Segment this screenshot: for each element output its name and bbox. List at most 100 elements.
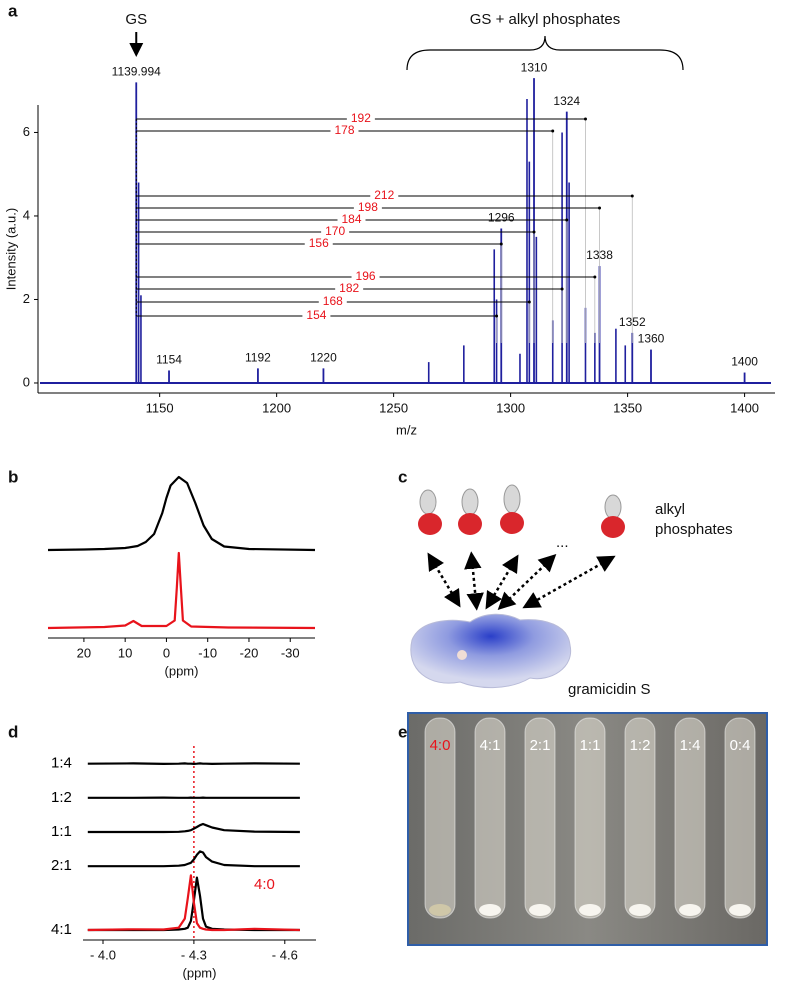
spectrum-line — [87, 850, 300, 868]
arrow — [485, 554, 519, 610]
x-axis-label: (ppm) — [183, 965, 217, 980]
difference-label-bg — [304, 237, 333, 251]
y-tick-label: 6 — [23, 124, 30, 139]
peak-label: 1360 — [638, 332, 665, 346]
arrow — [522, 555, 616, 609]
series-label: 1:1 — [51, 823, 72, 840]
series-label: 1:4 — [51, 755, 72, 772]
x-axis-label: (ppm) — [165, 663, 199, 678]
difference-label-bg — [318, 295, 347, 309]
spectrum-line — [47, 551, 316, 630]
protein — [410, 613, 572, 689]
molecule — [500, 484, 524, 534]
difference-label: 196 — [356, 269, 376, 283]
tube-pellet — [579, 904, 601, 916]
x-tick-label: 20 — [77, 645, 91, 660]
x-tick-label: -10 — [198, 645, 217, 660]
x-axis-label: m/z — [396, 422, 417, 437]
parent-label: GS — [125, 11, 147, 28]
difference-end — [499, 242, 503, 246]
peak-label: 1154 — [156, 353, 182, 367]
ligand-label: alkyl — [655, 501, 685, 518]
peak-label: 1324 — [553, 94, 580, 108]
difference-end — [593, 275, 597, 279]
x-tick-label: 0 — [163, 645, 170, 660]
tube — [524, 717, 556, 919]
tube — [674, 717, 706, 919]
tube — [424, 717, 456, 919]
difference-label-bg — [302, 309, 331, 323]
x-tick-label: -30 — [281, 645, 300, 660]
difference-label-bg — [353, 201, 382, 215]
tube — [474, 717, 506, 919]
tube-label: 2:1 — [530, 737, 551, 754]
y-tick-label: 2 — [23, 291, 30, 306]
peak-label: 1400 — [731, 355, 758, 369]
difference-label: 168 — [323, 294, 343, 308]
x-tick-label: - 4.3 — [181, 947, 207, 962]
x-tick-label: 1350 — [613, 400, 642, 415]
protein-label: gramicidin S — [568, 681, 651, 698]
x-tick-label: 1400 — [730, 400, 759, 415]
difference-label-bg — [321, 225, 350, 239]
difference-label: 198 — [358, 200, 378, 214]
group-brace — [406, 35, 684, 71]
y-tick-label: 4 — [23, 207, 30, 222]
tube-pellet — [479, 904, 501, 916]
difference-end — [532, 230, 536, 234]
panel-label: d — [8, 722, 18, 741]
tube-pellet — [679, 904, 701, 916]
difference-end — [565, 218, 569, 222]
x-tick-label: - 4.6 — [272, 947, 298, 962]
series-label: 4:0 — [254, 876, 275, 893]
difference-label: 170 — [325, 224, 345, 238]
peak-label: 1310 — [521, 60, 548, 74]
difference-end — [551, 129, 555, 133]
tube — [624, 717, 656, 919]
spectrum-line — [87, 762, 300, 765]
ellipsis: ... — [556, 534, 569, 551]
x-tick-label: 1200 — [262, 400, 291, 415]
diagram: ... alkyl phosphates gramicidin S — [410, 484, 733, 698]
tube — [574, 717, 606, 919]
series-label: 1:2 — [51, 789, 72, 806]
panel-label: b — [8, 467, 18, 486]
difference-label-bg — [370, 189, 399, 203]
difference-label: 182 — [339, 281, 359, 295]
panel-label: e — [398, 722, 407, 741]
peak-label: 1139.994 — [112, 65, 161, 79]
tube-pellet — [729, 904, 751, 916]
x-tick-label: 1300 — [496, 400, 525, 415]
tube-pellet — [429, 904, 451, 916]
difference-label: 156 — [309, 236, 329, 250]
tube-pellet — [529, 904, 551, 916]
spectrum-line — [87, 822, 300, 834]
difference-label-bg — [335, 282, 364, 296]
difference-end — [598, 206, 602, 210]
x-tick-label: -20 — [240, 645, 259, 660]
peak-label: 1192 — [245, 351, 271, 365]
arrow — [464, 551, 484, 611]
group-label: GS + alkyl phosphates — [470, 11, 621, 28]
x-tick-label: 1250 — [379, 400, 408, 415]
tube — [724, 717, 756, 919]
difference-end — [630, 194, 634, 198]
difference-end — [495, 314, 499, 318]
tube-pellet — [629, 904, 651, 916]
difference-label-bg — [351, 270, 380, 284]
difference-label: 212 — [374, 188, 394, 202]
difference-end — [560, 287, 564, 291]
tubes: 4:0 4:1 2:1 1:1 1:2 1:4 0:4 — [424, 717, 756, 919]
tube-label: 1:1 — [580, 737, 601, 754]
peak-label: 1220 — [310, 351, 337, 365]
difference-label: 154 — [306, 308, 326, 322]
peak-label: 1296 — [488, 211, 515, 225]
x-tick-label: 10 — [118, 645, 132, 660]
spectrum-line — [47, 475, 316, 552]
arrow — [427, 552, 461, 608]
panel-label: c — [398, 467, 407, 486]
ligand-label: phosphates — [655, 521, 733, 538]
y-tick-label: 0 — [23, 374, 30, 389]
tube-label: 1:4 — [680, 737, 701, 754]
